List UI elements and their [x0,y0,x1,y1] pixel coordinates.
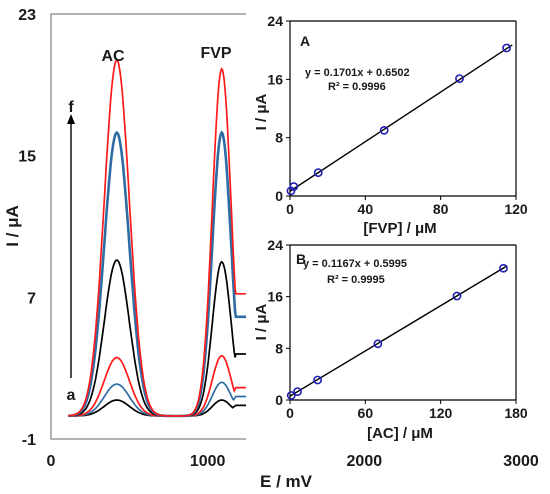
inset-a-x-axis-label: [FVP] / μM [363,220,436,237]
inset-b-x-axis-label: [AC] / μM [367,425,433,442]
inset-a-x-tick-label: 80 [433,201,449,217]
inset-a-marks [286,43,513,196]
inset-b-x-tick-label: 0 [286,405,294,421]
inset-a-calibration-fvp: 0 40 80 120 0 8 16 24 A y = 0.1701x + 0.6502 R²… [246,3,546,241]
inset-b-y-axis-label: I / μA [253,303,270,340]
inset-b-data-point [452,291,462,301]
arrow-label-f: f [68,99,74,116]
main-y-axis-label: I / μA [3,205,22,247]
inset-a-data-point [502,43,511,53]
inset-a-data-point [379,125,389,135]
inset-a-data-point [313,168,323,178]
voltammogram-curve [68,354,247,417]
inset-b-y-tick-label: 24 [267,237,283,253]
inset-b-data-point [373,339,383,349]
inset-a-equation: y = 0.1701x + 0.6502 [305,67,410,79]
inset-a-data-point [455,74,464,84]
inset-a-y-tick-label: 16 [267,71,283,87]
inset-b-calibration-ac: 0 60 120 180 0 8 16 24 B y = 0.1167x + 0.5995 R… [246,237,546,442]
main-y-tick-label: 7 [27,290,36,307]
inset-b-data-point [293,387,302,397]
inset-a-y-tick-label: 0 [275,188,283,204]
inset-a-x-tick-label: 120 [504,201,528,217]
peak-label-fvp: FVP [200,45,231,62]
inset-a-data-point [289,182,299,191]
main-x-tick-label: 1000 [190,453,226,470]
inset-a-x-tick-label: 40 [358,201,374,217]
inset-a-fit-line [289,44,513,192]
inset-a-r2: R² = 0.9996 [328,81,386,93]
inset-b-marks [286,263,508,400]
inset-a-y-tick-label: 24 [267,13,283,29]
inset-b-data-point [286,391,296,400]
inset-a-axes: 0 40 80 120 0 8 16 24 [267,13,527,217]
inset-b-data-point [499,263,508,273]
main-y-tick-label: 23 [18,7,36,24]
main-y-ticks: -1 7 15 23 [18,7,36,449]
inset-a-y-axis-label: I / μA [253,93,270,130]
inset-a-x-tick-label: 0 [286,201,294,217]
inset-b-equation: y = 0.1167x + 0.5995 [303,258,407,270]
inset-a-y-tick-label: 8 [275,130,283,146]
concentration-arrow [67,114,75,378]
inset-b-background [246,241,546,441]
main-voltammogram-plot: 0 1000 2000 3000 -1 7 15 23 E / mV I / μA AC F… [3,7,539,491]
main-y-tick-label: -1 [22,432,36,449]
main-x-ticks: 0 1000 2000 3000 [47,453,539,470]
main-x-tick-label: 3000 [503,453,539,470]
inset-b-y-tick-label: 16 [267,289,283,305]
inset-b-r2: R² = 0.9995 [327,274,385,286]
main-x-axis-label: E / mV [260,472,313,491]
inset-b-axes: 0 60 120 180 0 8 16 24 [267,237,527,421]
inset-b-x-tick-label: 60 [358,405,374,421]
peak-label-ac: AC [101,48,125,65]
inset-b-x-tick-label: 120 [429,405,453,421]
inset-b-panel-label: B [296,251,306,267]
main-curves [68,58,247,418]
inset-a-panel-label: A [300,33,310,49]
voltammogram-curve [68,58,247,417]
inset-b-fit-line [289,265,508,397]
inset-b-x-tick-label: 180 [504,405,528,421]
inset-b-data-point [313,375,323,385]
main-x-tick-label: 0 [47,453,56,470]
main-y-tick-label: 15 [18,149,36,166]
voltammogram-curve [68,130,247,418]
inset-b-y-tick-label: 8 [275,340,283,356]
main-x-tick-label: 2000 [347,453,383,470]
arrow-label-a: a [67,387,76,404]
inset-b-y-tick-label: 0 [275,392,283,408]
voltammogram-curve [68,381,247,417]
